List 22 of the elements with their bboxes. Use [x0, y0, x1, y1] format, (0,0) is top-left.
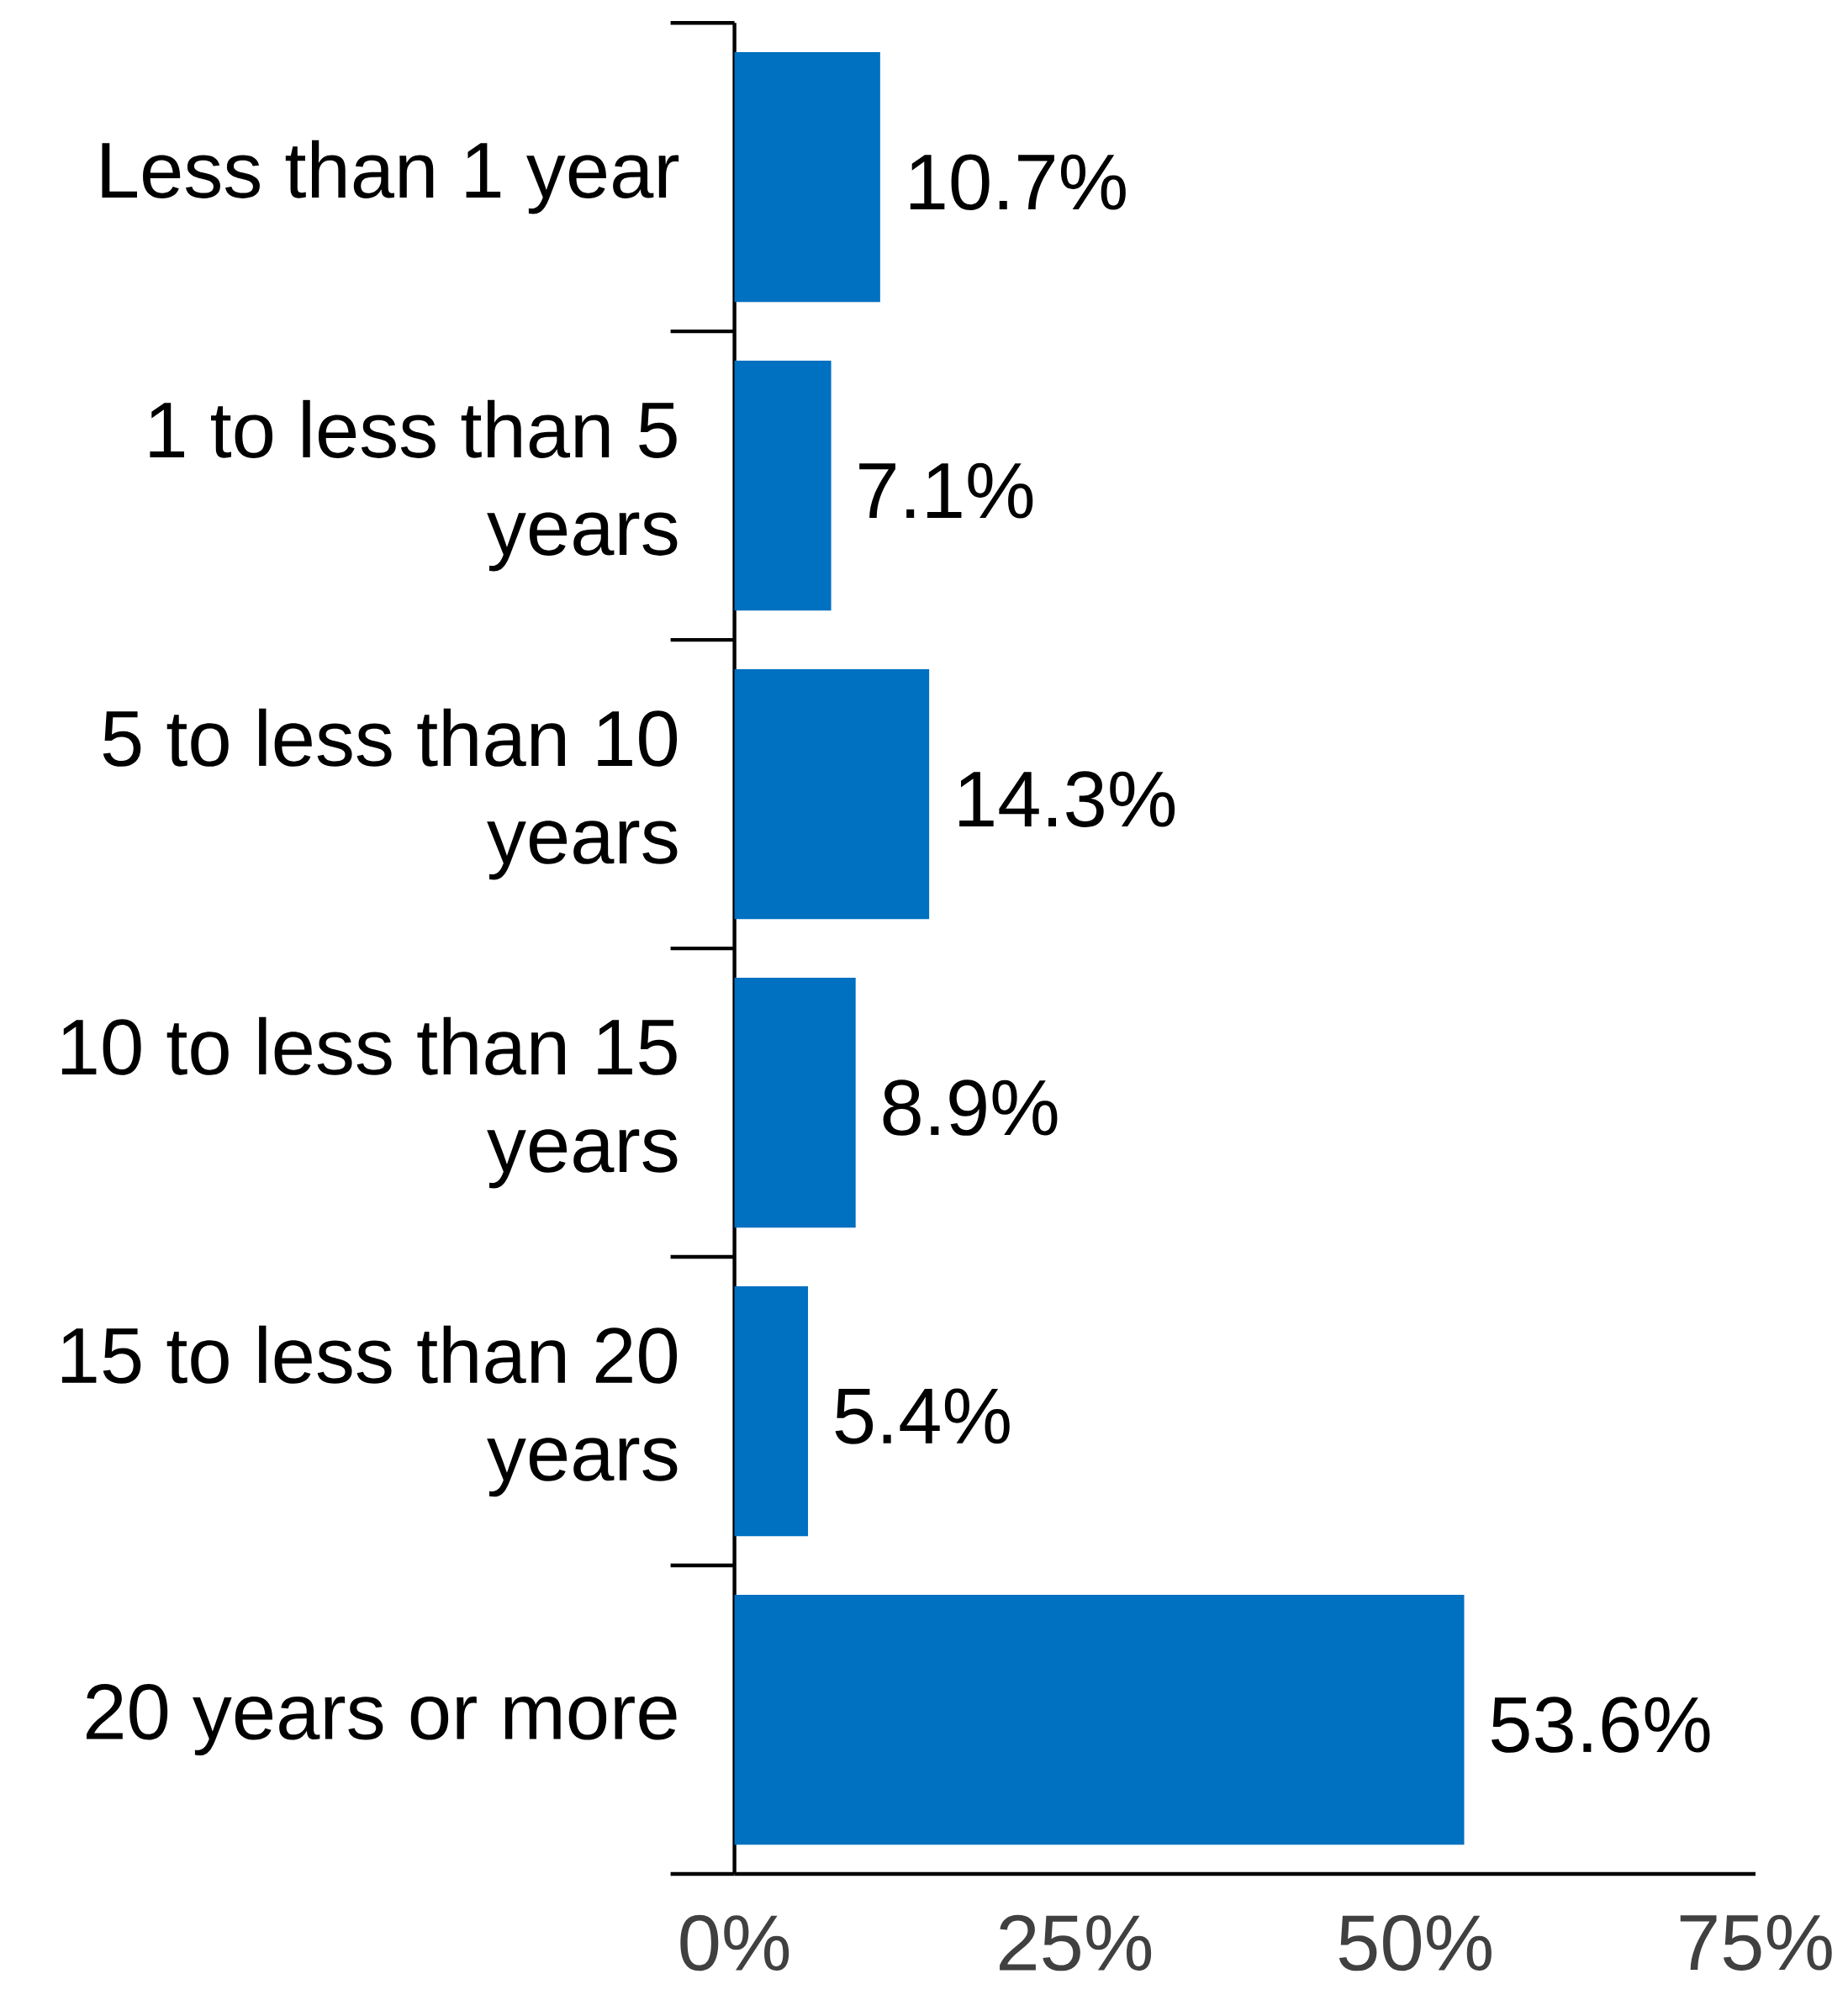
data-label: 10.7%: [910, 154, 1126, 210]
y-tick-label: 15 to less than 20 years: [61, 1325, 678, 1497]
y-tick-label: Less than 1 year: [102, 140, 679, 214]
bar: [734, 52, 880, 303]
x-tick-label: 25%: [1000, 1914, 1152, 1971]
bar: [734, 1594, 1465, 1845]
y-tick-label: 1 to less than 5 years: [150, 399, 678, 572]
x-tick-label: 50%: [1338, 1914, 1492, 1971]
bar: [734, 361, 832, 611]
y-tick-label: 10 to less than 15 years: [61, 1016, 678, 1189]
x-tick-label: 75%: [1680, 1914, 1832, 1971]
bar: [734, 977, 856, 1228]
bar: [734, 668, 930, 920]
bar: [734, 1285, 809, 1537]
data-label: 14.3%: [959, 771, 1175, 827]
data-label: 53.6%: [1492, 1697, 1710, 1753]
x-tick-label: 0%: [680, 1914, 789, 1971]
y-tick-label: 5 to less than 10 years: [103, 708, 678, 880]
data-label: 8.9%: [883, 1079, 1058, 1136]
y-tick-label: 20 years or more: [87, 1683, 677, 1756]
data-label: 5.4%: [835, 1388, 1010, 1444]
data-label: 7.1%: [859, 462, 1033, 519]
